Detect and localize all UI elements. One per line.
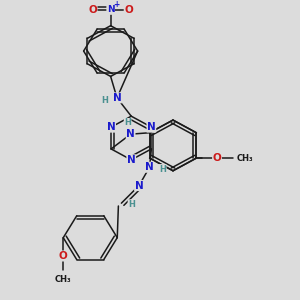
Text: +: + <box>113 0 120 9</box>
Text: H: H <box>128 200 135 209</box>
Text: CH₃: CH₃ <box>55 274 72 284</box>
Text: O: O <box>124 5 133 15</box>
Text: H: H <box>159 164 166 173</box>
Text: O: O <box>88 5 97 15</box>
Text: N: N <box>147 122 156 132</box>
Text: H: H <box>124 118 131 127</box>
Text: N: N <box>112 93 122 103</box>
Text: N: N <box>127 155 136 165</box>
Text: N: N <box>135 181 143 190</box>
Text: N: N <box>145 162 154 172</box>
Text: N: N <box>126 129 135 139</box>
Text: O: O <box>213 153 221 163</box>
Text: O: O <box>59 251 68 261</box>
Text: N: N <box>107 122 116 132</box>
Text: CH₃: CH₃ <box>236 154 253 163</box>
Text: N: N <box>107 5 114 14</box>
Text: H: H <box>102 96 108 105</box>
